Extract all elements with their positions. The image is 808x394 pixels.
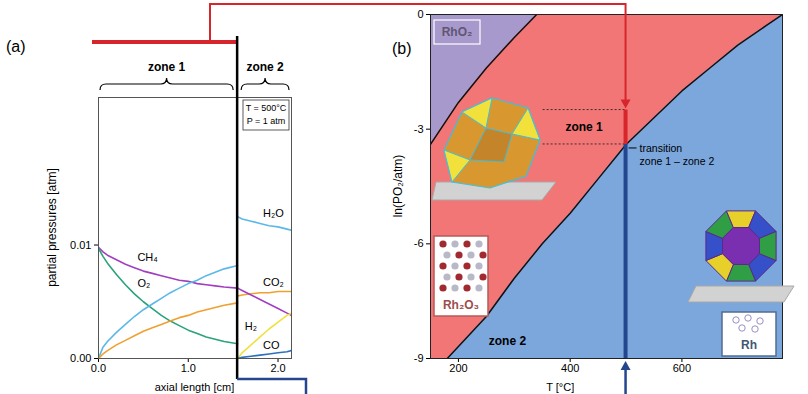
svg-text:T = 500°C: T = 500°C [246, 103, 287, 113]
svg-text:zone 1: zone 1 [565, 120, 603, 134]
svg-text:T [°C]: T [°C] [546, 381, 574, 393]
svg-text:(b): (b) [392, 40, 412, 57]
svg-text:zone 1: zone 1 [148, 60, 186, 74]
svg-text:CO₂: CO₂ [263, 276, 284, 288]
svg-text:600: 600 [673, 362, 691, 374]
svg-text:axial length [cm]: axial length [cm] [155, 381, 234, 393]
svg-text:CH₄: CH₄ [137, 251, 158, 263]
svg-text:partial pressures [atm]: partial pressures [atm] [45, 168, 59, 287]
svg-text:CO: CO [263, 339, 280, 351]
svg-text:ln(PO₂/atm): ln(PO₂/atm) [391, 155, 405, 218]
svg-text:2.0: 2.0 [270, 362, 285, 374]
svg-text:zone 2: zone 2 [489, 334, 527, 348]
svg-text:zone 2: zone 2 [246, 60, 284, 74]
svg-text:1.0: 1.0 [181, 362, 196, 374]
svg-text:H₂: H₂ [245, 320, 257, 332]
svg-text:0: 0 [417, 8, 423, 20]
svg-text:0.00: 0.00 [70, 352, 91, 364]
svg-text:H₂O: H₂O [263, 207, 284, 219]
svg-text:400: 400 [561, 362, 579, 374]
svg-text:(a): (a) [6, 38, 26, 55]
svg-text:transition: transition [640, 142, 683, 154]
svg-text:-3: -3 [414, 123, 424, 135]
svg-text:Rh: Rh [741, 338, 757, 352]
svg-text:zone 1 – zone 2: zone 1 – zone 2 [640, 155, 715, 167]
svg-text:-9: -9 [414, 352, 424, 364]
svg-text:O₂: O₂ [137, 277, 150, 289]
svg-text:-6: -6 [414, 237, 424, 249]
svg-text:0.01: 0.01 [70, 239, 91, 251]
svg-text:RhO₂: RhO₂ [442, 25, 473, 39]
svg-text:Rh₂O₃: Rh₂O₃ [443, 298, 479, 312]
svg-text:0.0: 0.0 [91, 362, 106, 374]
svg-text:200: 200 [449, 362, 467, 374]
svg-text:P = 1 atm: P = 1 atm [247, 116, 286, 126]
